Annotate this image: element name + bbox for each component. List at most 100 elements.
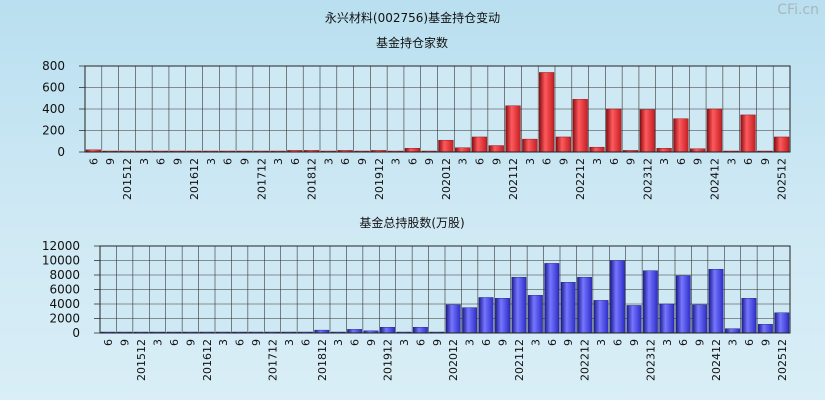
holdings-bar [471,136,488,153]
x-tick-label: 9 [628,339,641,346]
x-tick-label: 9 [423,158,436,165]
x-tick-label: 202312 [641,158,654,200]
holdings-bar [639,109,655,153]
y-tick-label: 12000 [42,239,80,253]
shares-bar [511,276,527,334]
x-tick-label: 201912 [382,339,395,381]
x-tick-label: 3 [322,158,335,165]
shares-bar [478,297,494,334]
x-tick-label: 6 [608,158,621,165]
x-tick-label: 6 [289,158,302,165]
x-tick-label: 6 [102,339,115,346]
shares-bar [626,305,642,334]
x-tick-label: 6 [406,158,419,165]
x-tick-label: 202512 [776,158,789,200]
x-tick-label: 3 [457,158,470,165]
x-tick-label: 3 [138,158,151,165]
x-tick-label: 6 [155,158,168,165]
x-tick-label: 201912 [373,158,386,200]
x-tick-label: 3 [332,339,345,346]
x-tick-label: 202312 [644,339,657,381]
x-tick-label: 202412 [710,339,723,381]
shares-bar [741,298,757,334]
shares-bar [462,307,478,334]
x-tick-label: 3 [725,158,738,165]
x-tick-label: 3 [283,339,296,346]
shares-bar [577,276,593,334]
x-tick-label: 9 [184,339,197,346]
x-tick-label: 3 [272,158,285,165]
holdings-bar [706,108,723,153]
x-tick-label: 3 [595,339,608,346]
holdings-bar [404,148,420,153]
shares-bar [412,327,428,334]
x-tick-label: 3 [658,158,671,165]
holdings-bar [522,138,538,153]
x-tick-label: 6 [339,158,352,165]
shares-bar [560,282,576,334]
x-tick-label: 6 [541,158,554,165]
holdings-bar [488,145,504,153]
x-tick-label: 6 [168,339,181,346]
chart-title: 基金持仓家数 [376,35,448,50]
x-tick-label: 202512 [776,339,789,381]
x-tick-label: 3 [152,339,165,346]
chart-title: 基金总持股数(万股) [359,215,464,230]
holdings-bar [438,139,454,153]
x-tick-label: 9 [759,339,772,346]
x-tick-label: 9 [119,339,132,346]
x-tick-label: 6 [299,339,312,346]
x-tick-label: 6 [349,339,362,346]
holdings-bar [589,146,605,153]
y-tick-label: 600 [42,81,65,95]
x-tick-label: 6 [677,339,690,346]
shares-bar [380,327,395,334]
holdings-bar [656,148,672,153]
x-tick-label: 201512 [135,339,148,381]
x-tick-label: 6 [87,158,100,165]
x-tick-label: 9 [250,339,263,346]
x-tick-label: 3 [591,158,604,165]
x-tick-label: 3 [205,158,218,165]
x-tick-label: 3 [217,339,230,346]
x-tick-label: 201612 [201,339,214,381]
x-tick-label: 6 [675,158,688,165]
x-tick-label: 3 [524,158,537,165]
x-tick-label: 6 [743,339,756,346]
holdings-bar [505,105,521,153]
x-tick-label: 202112 [507,158,520,200]
x-tick-label: 6 [234,339,247,346]
x-tick-label: 3 [727,339,740,346]
x-tick-label: 201812 [316,339,329,381]
x-tick-label: 6 [414,339,427,346]
x-tick-label: 9 [431,339,444,346]
x-tick-label: 3 [529,339,542,346]
holdings-bar [606,108,622,153]
y-tick-label: 8000 [49,268,80,282]
x-tick-label: 9 [692,158,705,165]
x-tick-label: 202212 [574,158,587,200]
holdings-bar [572,99,588,153]
x-tick-label: 9 [365,339,378,346]
holdings-bar [740,114,756,153]
x-tick-label: 6 [473,158,486,165]
x-tick-label: 201712 [267,339,280,381]
x-tick-label: 9 [490,158,503,165]
holdings-bar [774,136,790,153]
shares-bar [445,304,461,334]
shares-bar [692,304,708,334]
holdings-bar [455,147,471,153]
shares-bar [675,275,691,334]
shares-bar [495,298,510,334]
x-tick-label: 201512 [121,158,134,200]
shares-bar [593,300,609,334]
x-tick-label: 6 [222,158,235,165]
x-tick-label: 6 [546,339,559,346]
watermark: CFi.cn [777,2,819,18]
page-title: 永兴材料(002756)基金持仓变动 [324,11,501,25]
y-tick-label: 400 [42,102,65,116]
x-tick-label: 9 [562,339,575,346]
